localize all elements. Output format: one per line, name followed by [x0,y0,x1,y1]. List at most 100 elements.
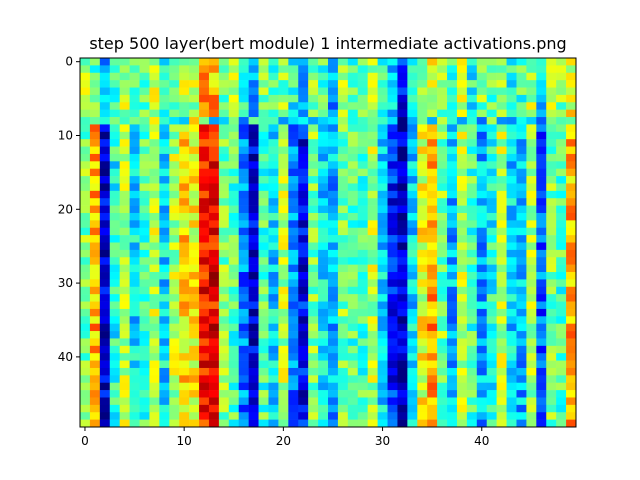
heatmap-cell [467,95,477,103]
heatmap-cell [130,368,140,376]
heatmap-cell [288,206,298,214]
heatmap-cell [189,198,199,206]
heatmap-cell [229,206,239,214]
heatmap-cell [90,206,100,214]
heatmap-cell [566,73,576,81]
heatmap-cell [288,102,298,110]
heatmap-cell [546,272,556,280]
heatmap-cell [388,383,398,391]
heatmap-cell [159,412,169,420]
heatmap-cell [407,331,417,339]
heatmap-cell [348,161,358,169]
heatmap-cell [219,183,229,191]
heatmap-cell [437,220,447,228]
heatmap-cell [288,213,298,221]
heatmap-cell [308,324,318,332]
heatmap-cell [278,316,288,324]
heatmap-cell [199,346,209,354]
heatmap-cell [447,383,457,391]
heatmap-cell [159,331,169,339]
heatmap-cell [278,279,288,287]
heatmap-cell [268,397,278,405]
heatmap-cell [338,324,348,332]
heatmap-cell [110,65,120,73]
heatmap-cell [239,287,249,295]
heatmap-cell [497,420,507,428]
heatmap-cell [338,132,348,140]
heatmap-cell [199,110,209,118]
heatmap-cell [209,383,219,391]
heatmap-cell [149,390,159,398]
heatmap-cell [457,124,467,132]
heatmap-cell [417,213,427,221]
heatmap-cell [546,309,556,317]
heatmap-cell [100,191,110,199]
heatmap-cell [397,183,407,191]
heatmap-cell [507,95,517,103]
heatmap-cell [278,58,288,66]
heatmap-cell [516,176,526,184]
heatmap-cell [447,368,457,376]
heatmap-cell [348,102,358,110]
heatmap-cell [467,375,477,383]
heatmap-cell [318,368,328,376]
heatmap-cell [457,361,467,369]
heatmap-cell [259,65,269,73]
heatmap-cell [169,154,179,162]
heatmap-cell [308,191,318,199]
heatmap-cell [209,353,219,361]
heatmap-cell [259,73,269,81]
heatmap-cell [80,368,90,376]
heatmap-cell [338,383,348,391]
heatmap-cell [219,235,229,243]
heatmap-cell [536,139,546,147]
heatmap-cell [338,397,348,405]
heatmap-cell [298,368,308,376]
heatmap-cell [348,257,358,265]
heatmap-cell [348,390,358,398]
heatmap-cell [149,198,159,206]
heatmap-cell [110,183,120,191]
heatmap-cell [407,361,417,369]
heatmap-cell [546,338,556,346]
heatmap-cell [189,324,199,332]
heatmap-cell [239,361,249,369]
heatmap-cell [378,257,388,265]
heatmap-cell [209,294,219,302]
heatmap-cell [516,235,526,243]
heatmap-cell [447,73,457,81]
heatmap-cell [467,154,477,162]
heatmap-cell [259,220,269,228]
heatmap-cell [249,198,259,206]
heatmap-cell [487,228,497,236]
heatmap-cell [239,206,249,214]
heatmap-cell [209,124,219,132]
heatmap-cell [288,324,298,332]
heatmap-cell [516,213,526,221]
heatmap-cell [447,250,457,258]
heatmap-cell [298,95,308,103]
heatmap-cell [566,139,576,147]
heatmap-cell [467,346,477,354]
heatmap-cell [159,176,169,184]
heatmap-cell [417,250,427,258]
heatmap-cell [467,88,477,96]
heatmap-cell [308,265,318,273]
heatmap-cell [229,88,239,96]
heatmap-cell [249,243,259,251]
heatmap-cell [169,361,179,369]
heatmap-cell [437,375,447,383]
heatmap-cell [328,353,338,361]
heatmap-cell [149,346,159,354]
heatmap-cell [516,324,526,332]
heatmap-cell [348,361,358,369]
heatmap-cell [229,132,239,140]
heatmap-cell [100,243,110,251]
heatmap-cell [378,405,388,413]
heatmap-cell [556,397,566,405]
heatmap-cell [487,302,497,310]
heatmap-cell [189,102,199,110]
heatmap-cell [130,279,140,287]
heatmap-cell [407,412,417,420]
heatmap-cell [447,102,457,110]
